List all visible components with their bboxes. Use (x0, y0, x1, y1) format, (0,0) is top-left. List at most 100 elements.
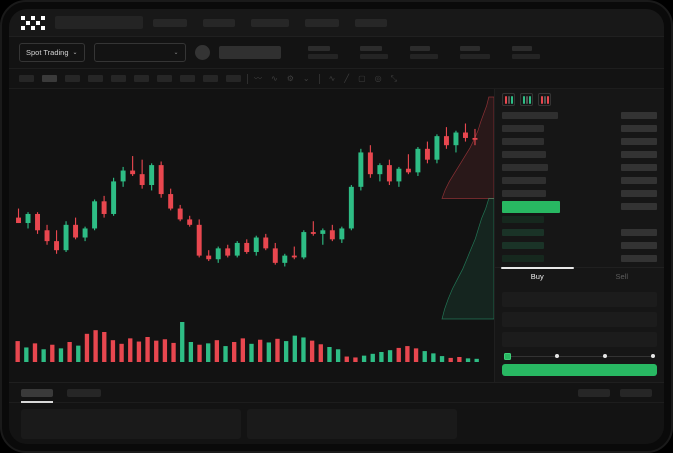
bottom-panel-left (21, 409, 241, 439)
indicator-icon[interactable]: ∿ (271, 73, 278, 83)
candlestick-icon[interactable]: 〰 (254, 73, 262, 83)
orderbook-rows (495, 107, 664, 267)
bottom-action-2[interactable] (620, 388, 652, 397)
order-form (495, 286, 664, 347)
search-input[interactable] (55, 16, 143, 29)
orderbook-cell-amount (621, 164, 657, 171)
orderbook-ask-row[interactable] (502, 150, 657, 159)
orderbook-cell-amount (621, 229, 657, 236)
orderbook-cell-price (502, 151, 546, 158)
tab-order-history[interactable] (67, 388, 101, 397)
orderbook-cell-price (502, 125, 544, 132)
tf-1mo[interactable] (203, 75, 218, 82)
tf-1m[interactable] (19, 75, 34, 82)
nav-item-3[interactable] (251, 18, 289, 27)
fullscreen-icon[interactable]: ⤡ (390, 73, 398, 83)
stat-value (409, 54, 438, 59)
nav-items-group (153, 18, 387, 27)
slider-stop-75[interactable] (651, 354, 655, 358)
orderbook-view-both-icon[interactable] (502, 93, 515, 106)
nav-item-1[interactable] (153, 18, 187, 27)
orderbook-header-row[interactable] (502, 111, 657, 120)
slider-stop-25[interactable] (555, 354, 559, 358)
top-navigation-bar (9, 9, 664, 37)
stat-low (459, 46, 490, 59)
last-price-skeleton (218, 46, 281, 59)
orderbook-cell-price (502, 242, 544, 249)
okx-logo[interactable] (21, 15, 45, 30)
orderbook-cell-price (502, 216, 544, 223)
orderbook-bid-row[interactable] (502, 241, 657, 250)
orderbook-ask-row[interactable] (502, 124, 657, 133)
tf-1d[interactable] (157, 75, 172, 82)
tf-5m[interactable] (42, 75, 57, 82)
tab-sell[interactable]: Sell (615, 272, 628, 282)
orders-actions-group (578, 388, 652, 397)
compare-icon[interactable]: ⌄ (302, 73, 310, 83)
orderbook-ask-row[interactable] (502, 176, 657, 185)
amount-percent-slider[interactable] (495, 347, 664, 364)
orderbook-ask-row[interactable] (502, 137, 657, 146)
pair-coin-avatar (194, 45, 210, 60)
trading-pair-select[interactable]: ⌄ (93, 43, 186, 62)
tab-open-orders[interactable] (21, 388, 53, 403)
trading-mode-dropdown[interactable]: Spot Trading ⌄ (19, 43, 85, 62)
tf-1h[interactable] (111, 75, 126, 82)
stat-value (307, 54, 338, 59)
nav-item-2[interactable] (203, 18, 235, 27)
tf-more[interactable] (226, 75, 241, 82)
toolbar-divider (247, 73, 248, 84)
order-amount-field[interactable] (502, 311, 657, 327)
tab-buy[interactable]: Buy (495, 267, 580, 286)
orderbook-bid-row[interactable] (502, 228, 657, 237)
orderbook-cell-price (502, 177, 546, 184)
orderbook-cell-price (502, 190, 546, 197)
timeframe-group (19, 75, 241, 82)
line-chart-icon[interactable]: ∿ (328, 73, 336, 83)
slider-stop-50[interactable] (603, 354, 607, 358)
order-price-field[interactable] (502, 291, 657, 307)
orderbook-view-asks-icon[interactable] (538, 93, 551, 106)
orders-content (9, 403, 664, 444)
settings-icon[interactable]: ⚙ (286, 73, 294, 83)
buy-sell-tabs: Buy Sell (495, 267, 664, 286)
bottom-action-1[interactable] (578, 388, 610, 397)
orderbook-spread-row[interactable] (502, 200, 657, 213)
trading-mode-label: Spot Trading (26, 48, 69, 57)
orderbook-bid-row[interactable] (502, 215, 657, 224)
order-total-field[interactable] (502, 331, 657, 347)
stat-label (409, 46, 430, 51)
orderbook-cell-price (502, 112, 558, 119)
tf-1w[interactable] (180, 75, 195, 82)
slider-knob[interactable] (504, 352, 511, 360)
submit-buy-button[interactable] (502, 363, 657, 376)
camera-icon[interactable]: ▢ (358, 73, 366, 83)
measure-icon[interactable]: ╱ (344, 73, 350, 83)
tf-4h[interactable] (134, 75, 149, 82)
orderbook-view-bids-icon[interactable] (520, 93, 533, 106)
stat-last-price (307, 46, 338, 59)
orders-panel (9, 382, 664, 444)
orderbook-ask-row[interactable] (502, 163, 657, 172)
stat-value (511, 54, 540, 59)
orderbook-cell-price (502, 229, 544, 236)
main-body: Buy Sell (9, 89, 664, 382)
alert-icon[interactable]: ◎ (374, 73, 382, 83)
stat-change (359, 46, 388, 59)
orderbook-ask-row[interactable] (502, 189, 657, 198)
orderbook-view-modes (495, 92, 664, 107)
orderbook-cell-amount (621, 125, 657, 132)
nav-item-4[interactable] (305, 18, 339, 27)
orderbook-cell-amount (621, 112, 657, 119)
tf-15m[interactable] (65, 75, 80, 82)
orderbook-bid-row[interactable] (502, 254, 657, 263)
orders-tab-bar (9, 383, 664, 403)
tf-30m[interactable] (88, 75, 103, 82)
stat-value (359, 54, 388, 59)
price-chart-area[interactable] (9, 89, 494, 382)
orderbook-cell-price (502, 255, 544, 262)
slider-track (508, 355, 653, 357)
orderbook-cell-amount (621, 203, 657, 210)
nav-item-5[interactable] (355, 18, 387, 27)
